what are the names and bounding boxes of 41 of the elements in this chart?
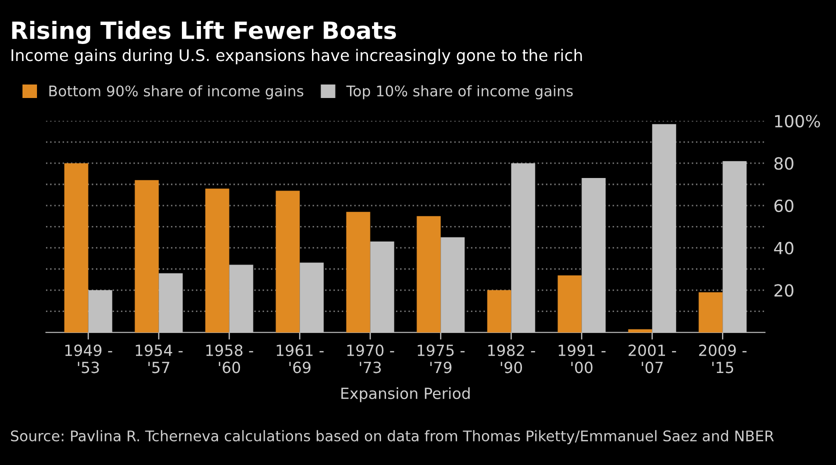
bar: [652, 124, 676, 332]
legend-label: Bottom 90% share of income gains: [49, 85, 304, 100]
bar: [582, 178, 606, 332]
bar: [416, 216, 441, 332]
x-tick-label: 2001 - '07: [628, 344, 676, 374]
x-tick-label: 1975 - '79: [418, 344, 465, 374]
y-tick-label: 100%: [775, 114, 820, 128]
source-note: Source: Pavlina R. Tcherneva calculations based on data from Thomas Piketty/Emmanuel Saez and NBER: [10, 430, 774, 444]
x-tick-label: 1970 - '73: [347, 344, 394, 374]
bar: [276, 190, 300, 332]
bar: [229, 264, 254, 332]
bar: [346, 212, 370, 332]
x-tick-label: 2009 - '15: [699, 344, 747, 374]
chart-subtitle: Income gains during U.S. expansions have increasingly gone to the rich: [12, 48, 582, 64]
bar: [722, 161, 747, 332]
x-axis-title: Expansion Period: [341, 387, 470, 402]
x-tick-label: 1991 - '00: [558, 344, 606, 374]
bar: [440, 237, 465, 332]
bar: [370, 242, 394, 332]
bar: [205, 188, 230, 332]
y-tick-label: 60: [774, 199, 794, 212]
bar: [64, 163, 88, 332]
x-tick-label: 1982 - '90: [488, 344, 536, 374]
y-tick-label: 20: [774, 284, 794, 297]
bar: [134, 180, 159, 332]
bar: [158, 273, 183, 332]
chart-title: Rising Tides Lift Fewer Boats: [12, 20, 396, 44]
bar: [300, 262, 324, 332]
bar: [511, 163, 536, 332]
x-tick-label: 1958 - '60: [206, 344, 254, 374]
legend-label: Top 10% share of income gains: [346, 85, 573, 100]
bar: [628, 329, 652, 332]
y-tick-label: 40: [774, 242, 794, 254]
x-tick-label: 1961 - '69: [276, 344, 324, 374]
bar: [558, 275, 582, 332]
y-tick-label: 80: [774, 157, 794, 170]
bar: [487, 290, 512, 332]
x-tick-label: 1954 - '57: [136, 344, 183, 374]
bar: [88, 290, 112, 332]
bar: [698, 292, 723, 332]
x-tick-label: 1949 - '53: [65, 344, 112, 374]
